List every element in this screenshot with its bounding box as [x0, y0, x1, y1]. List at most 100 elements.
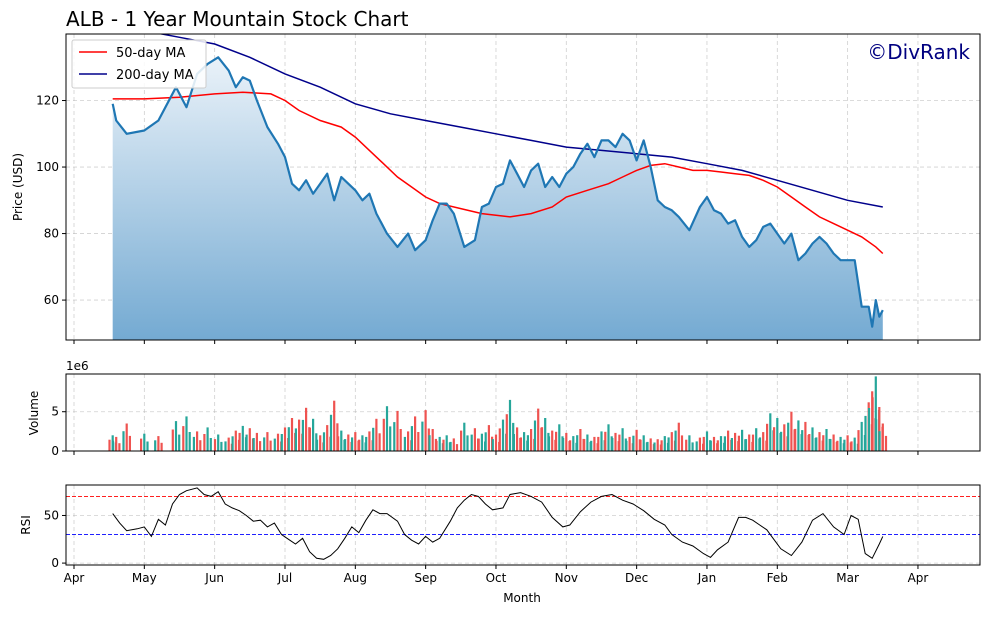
volume-bar — [516, 427, 519, 451]
volume-bar — [639, 439, 642, 451]
volume-bar — [178, 434, 181, 451]
volume-bar — [670, 432, 673, 451]
volume-bar — [702, 436, 705, 451]
x-tick-label: Jan — [697, 571, 717, 585]
y-tick-label: 100 — [36, 160, 59, 174]
volume-bar — [185, 416, 188, 451]
volume-bar — [188, 432, 191, 451]
volume-bar — [196, 431, 199, 451]
volume-bar — [160, 442, 163, 451]
y-tick-label: 5 — [51, 405, 59, 419]
volume-bar — [403, 436, 406, 451]
legend-label-ma200: 200-day MA — [116, 68, 194, 83]
volume-bar — [836, 440, 839, 451]
y-tick-label: 120 — [36, 94, 59, 108]
volume-bar — [878, 431, 881, 451]
volume-bar — [773, 427, 776, 451]
volume-bar — [822, 435, 825, 451]
volume-bar — [115, 436, 118, 451]
volume-bar — [410, 426, 413, 451]
volume-bar — [241, 425, 244, 451]
volume-bar — [108, 439, 111, 451]
volume-bar — [480, 433, 483, 451]
volume-bar — [199, 440, 202, 451]
volume-bar — [171, 429, 174, 451]
volume-bar — [884, 435, 888, 451]
y-tick-label: 80 — [44, 227, 59, 241]
x-tick-label: Oct — [486, 571, 507, 585]
ma50-line — [112, 91, 884, 255]
x-tick-label: Feb — [767, 571, 788, 585]
volume-bar — [632, 435, 635, 451]
volume-bar — [646, 441, 649, 451]
volume-bar — [551, 430, 554, 451]
volume-bar — [294, 428, 297, 451]
chart-title: ALB - 1 Year Mountain Stock Chart — [66, 7, 409, 31]
volume-bar — [519, 437, 522, 451]
volume-bar — [864, 415, 867, 451]
volume-bar — [881, 423, 884, 451]
volume-bar — [473, 428, 476, 451]
volume-bar — [452, 438, 455, 451]
price-x-ticks — [73, 340, 919, 344]
volume-bar — [705, 431, 709, 451]
volume-bar — [407, 431, 410, 451]
volume-bar — [333, 400, 336, 451]
volume-bar — [361, 435, 364, 451]
volume-bar — [470, 434, 473, 451]
volume-bar — [301, 419, 304, 451]
volume-bar — [530, 429, 533, 451]
volume-bar — [118, 443, 121, 451]
x-tick-label: May — [132, 571, 157, 585]
volume-bar — [372, 427, 375, 451]
volume-bar — [762, 432, 765, 451]
volume-bar — [255, 432, 258, 451]
legend: 50-day MA 200-day MA — [71, 39, 207, 89]
volume-bar — [875, 419, 878, 451]
volume-bar — [832, 434, 835, 451]
volume-bar — [680, 435, 684, 451]
volume-bar — [368, 431, 371, 451]
volume-bar — [815, 437, 818, 451]
volume-bar — [337, 436, 340, 451]
volume-bar — [326, 425, 329, 451]
y-tick-label: 60 — [44, 293, 59, 307]
volume-bar — [547, 436, 551, 451]
volume-bar — [544, 418, 547, 451]
volume-bar — [712, 436, 716, 451]
volume-bar — [716, 440, 719, 451]
volume-bars — [108, 376, 888, 451]
rsi-y-axis: 0 50 — [44, 508, 66, 570]
volume-bar — [723, 436, 726, 451]
volume-bar — [182, 426, 185, 451]
volume-bar — [424, 410, 427, 451]
x-tick-label: Sep — [414, 571, 437, 585]
volume-bar — [396, 410, 399, 451]
volume-bar — [663, 436, 666, 451]
x-tick-label: Dec — [625, 571, 648, 585]
volume-bar — [143, 433, 146, 451]
y-tick-label: 0 — [51, 444, 59, 458]
volume-bar — [755, 428, 758, 451]
volume-bar — [224, 441, 227, 451]
volume-bar — [562, 438, 565, 451]
volume-bar — [555, 431, 558, 451]
volume-bar — [653, 442, 656, 451]
volume-bar — [741, 429, 744, 451]
rsi-panel-frame — [65, 484, 981, 566]
volume-bar — [558, 424, 561, 451]
volume-bar — [234, 430, 237, 451]
volume-bar — [417, 432, 420, 451]
volume-bar — [874, 376, 877, 451]
volume-bar — [298, 419, 301, 451]
volume-bar — [533, 420, 537, 451]
x-tick-label: Aug — [344, 571, 367, 585]
volume-bar — [501, 419, 505, 451]
volume-bar — [780, 431, 783, 451]
volume-bar — [290, 418, 294, 451]
volume-bar — [565, 432, 568, 451]
volume-y-axis: 05 — [51, 405, 66, 458]
watermark: ©DivRank — [867, 40, 970, 64]
volume-bar — [322, 432, 326, 451]
